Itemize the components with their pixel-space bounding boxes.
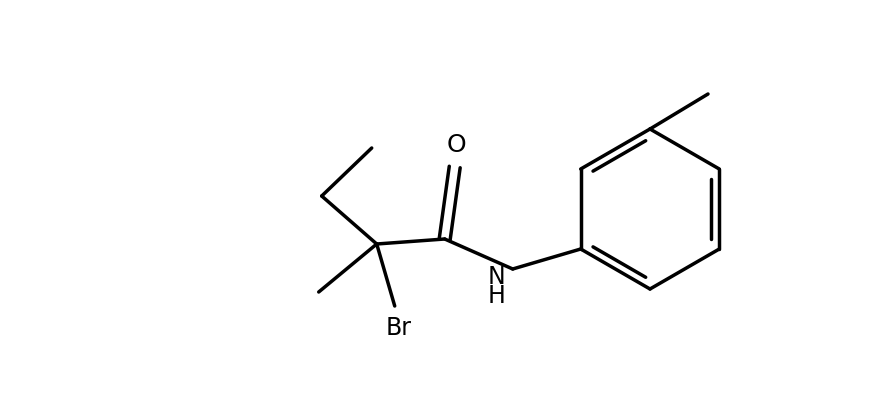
Text: N: N (488, 265, 506, 289)
Text: H: H (488, 284, 506, 308)
Text: Br: Br (385, 316, 412, 340)
Text: O: O (447, 133, 467, 157)
